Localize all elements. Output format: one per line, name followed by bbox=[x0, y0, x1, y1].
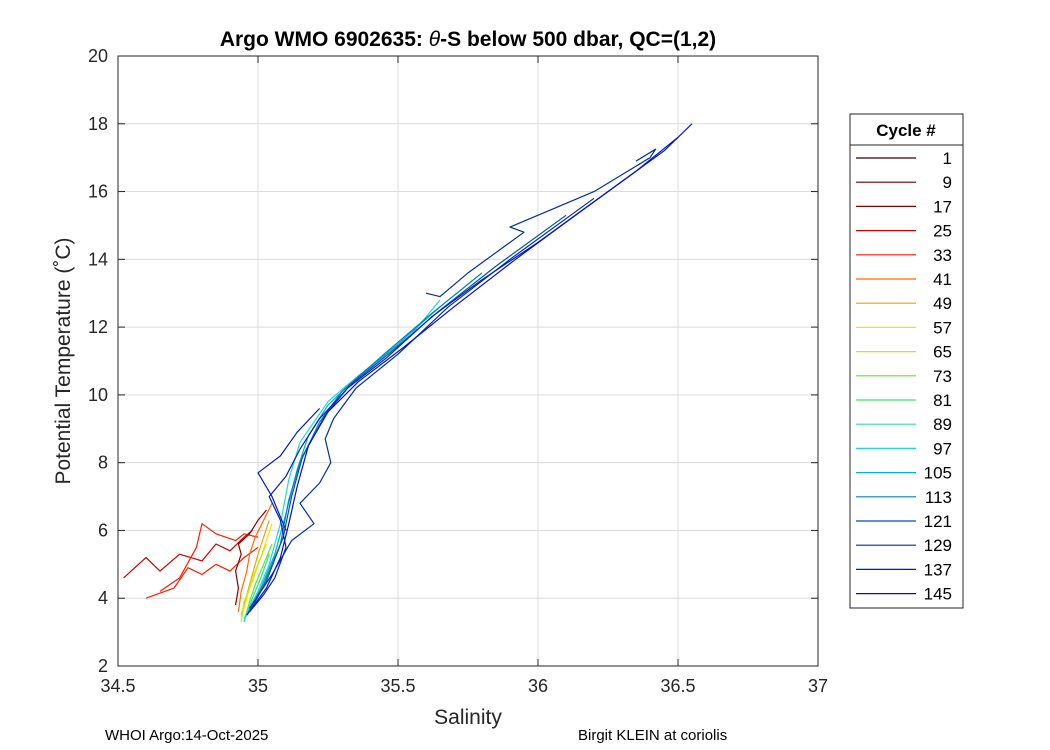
chart-title-prefix: Argo WMO 6902635: bbox=[220, 28, 429, 51]
legend-label: 113 bbox=[925, 488, 952, 507]
legend-label: 137 bbox=[924, 560, 952, 579]
legend-label: 121 bbox=[924, 512, 952, 531]
y-tick-label: 4 bbox=[98, 588, 108, 608]
series-line bbox=[243, 299, 441, 619]
legend-entry: 57 bbox=[856, 318, 952, 337]
series-line bbox=[237, 503, 273, 612]
y-tick-label: 12 bbox=[88, 317, 108, 337]
y-tick-label: 14 bbox=[88, 249, 108, 269]
legend-entry: 17 bbox=[856, 197, 952, 216]
x-tick-label: 35 bbox=[248, 676, 268, 696]
legend-entry: 145 bbox=[856, 585, 952, 604]
series-line bbox=[257, 407, 321, 531]
legend-title: Cycle # bbox=[876, 121, 936, 140]
x-tick-label: 37 bbox=[808, 676, 828, 696]
legend-label: 9 bbox=[943, 173, 952, 192]
legend-label: 81 bbox=[933, 391, 952, 410]
legend-label: 1 bbox=[943, 149, 952, 168]
legend-label: 49 bbox=[933, 294, 952, 313]
grid-lines bbox=[117, 55, 819, 667]
legend-entry: 9 bbox=[856, 173, 952, 192]
y-axis-label: Potential Temperature (˚C) bbox=[52, 237, 75, 484]
series-line bbox=[249, 197, 595, 609]
x-axis-label: Salinity bbox=[434, 706, 502, 729]
legend-label: 89 bbox=[933, 415, 952, 434]
legend-label: 25 bbox=[933, 222, 952, 241]
legend: Cycle # 1 9 17 25 33 41 49 57 65 73 81 89 97 105 113 12… bbox=[849, 113, 964, 609]
chart-title-suffix: -S below 500 dbar, QC=(1,2) bbox=[440, 28, 716, 51]
y-tick-label: 2 bbox=[98, 656, 108, 676]
legend-label: 33 bbox=[933, 246, 952, 265]
series-line bbox=[243, 543, 273, 623]
legend-entry: 113 bbox=[856, 488, 952, 507]
y-tick-label: 20 bbox=[88, 46, 108, 66]
y-tick-label: 8 bbox=[98, 453, 108, 473]
y-tick-label: 6 bbox=[98, 520, 108, 540]
footer-right: Birgit KLEIN at coriolis bbox=[578, 727, 727, 744]
series-line bbox=[123, 529, 253, 579]
series-line bbox=[425, 148, 657, 298]
legend-label: 97 bbox=[933, 439, 952, 458]
x-axis-ticks: 34.5 35 35.5 36 36.5 37 bbox=[100, 56, 828, 696]
series-line bbox=[159, 523, 259, 592]
chart-title-theta: θ bbox=[429, 28, 441, 51]
legend-entry: 121 bbox=[856, 512, 952, 531]
legend-entry: 129 bbox=[856, 536, 952, 555]
x-tick-label: 36.5 bbox=[660, 676, 695, 696]
legend-entry: 105 bbox=[856, 464, 952, 483]
footer-left: WHOI Argo:14-Oct-2025 bbox=[105, 727, 268, 744]
legend-entry: 33 bbox=[856, 246, 952, 265]
legend-label: 73 bbox=[933, 367, 952, 386]
x-tick-label: 35.5 bbox=[380, 676, 415, 696]
legend-entry: 41 bbox=[856, 270, 952, 289]
y-tick-label: 16 bbox=[88, 182, 108, 202]
y-tick-label: 10 bbox=[88, 385, 108, 405]
legend-label: 129 bbox=[924, 536, 952, 555]
plot-frame bbox=[117, 55, 819, 667]
legend-entry: 73 bbox=[856, 367, 952, 386]
series-line bbox=[240, 543, 267, 622]
x-tick-label: 36 bbox=[528, 676, 548, 696]
chart-title: Argo WMO 6902635: θ-S below 500 dbar, QC… bbox=[220, 28, 716, 51]
series-line bbox=[145, 546, 259, 599]
series-line bbox=[249, 214, 567, 613]
legend-entry: 81 bbox=[856, 391, 952, 410]
series-layer bbox=[123, 123, 693, 623]
legend-entry: 25 bbox=[856, 222, 952, 241]
legend-entry: 49 bbox=[856, 294, 952, 313]
legend-entry: 97 bbox=[856, 439, 952, 458]
y-tick-label: 18 bbox=[88, 114, 108, 134]
x-tick-label: 34.5 bbox=[100, 676, 135, 696]
plot-area bbox=[118, 56, 818, 666]
legend-label: 105 bbox=[924, 464, 952, 483]
legend-label: 57 bbox=[933, 318, 952, 337]
legend-box bbox=[849, 113, 964, 609]
legend-label: 17 bbox=[933, 197, 952, 216]
series-line bbox=[235, 509, 267, 606]
legend-label: 145 bbox=[924, 585, 952, 604]
legend-entry: 65 bbox=[856, 343, 952, 362]
legend-entry: 1 bbox=[856, 149, 952, 168]
series-line bbox=[246, 136, 679, 616]
y-axis-ticks: 2 4 6 8 10 12 14 16 18 20 bbox=[88, 46, 818, 676]
legend-entry: 137 bbox=[856, 560, 952, 579]
legend-label: 41 bbox=[933, 270, 952, 289]
legend-label: 65 bbox=[933, 343, 952, 362]
legend-entry: 89 bbox=[856, 415, 952, 434]
legend-entries: 1 9 17 25 33 41 49 57 65 73 81 89 97 105 113 121 129 137 1… bbox=[856, 149, 952, 604]
